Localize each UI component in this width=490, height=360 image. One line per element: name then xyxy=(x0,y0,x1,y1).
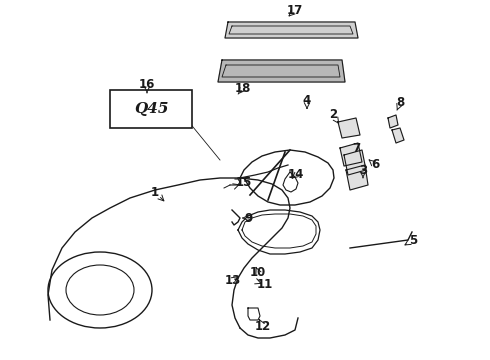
Text: 13: 13 xyxy=(225,274,241,287)
Polygon shape xyxy=(344,150,366,175)
Polygon shape xyxy=(218,60,345,82)
Text: 17: 17 xyxy=(287,4,303,17)
Polygon shape xyxy=(338,118,360,138)
Polygon shape xyxy=(392,128,404,143)
Text: 6: 6 xyxy=(371,158,379,171)
Text: 3: 3 xyxy=(359,163,367,176)
Text: 16: 16 xyxy=(139,78,155,91)
Text: 18: 18 xyxy=(235,81,251,94)
Text: 8: 8 xyxy=(396,96,404,109)
Text: 4: 4 xyxy=(303,94,311,107)
Polygon shape xyxy=(388,115,398,128)
Text: 2: 2 xyxy=(329,108,337,122)
Text: 9: 9 xyxy=(244,211,252,225)
Text: 14: 14 xyxy=(288,168,304,181)
Text: 1: 1 xyxy=(151,185,159,198)
Text: 5: 5 xyxy=(409,234,417,247)
Text: 15: 15 xyxy=(236,176,252,189)
Bar xyxy=(110,90,192,128)
Text: 7: 7 xyxy=(352,141,360,154)
Text: 10: 10 xyxy=(250,266,266,279)
Polygon shape xyxy=(346,165,368,190)
Text: 11: 11 xyxy=(257,279,273,292)
Text: 12: 12 xyxy=(255,320,271,333)
Text: Q45: Q45 xyxy=(134,102,168,116)
Polygon shape xyxy=(225,22,358,38)
Polygon shape xyxy=(340,143,362,166)
